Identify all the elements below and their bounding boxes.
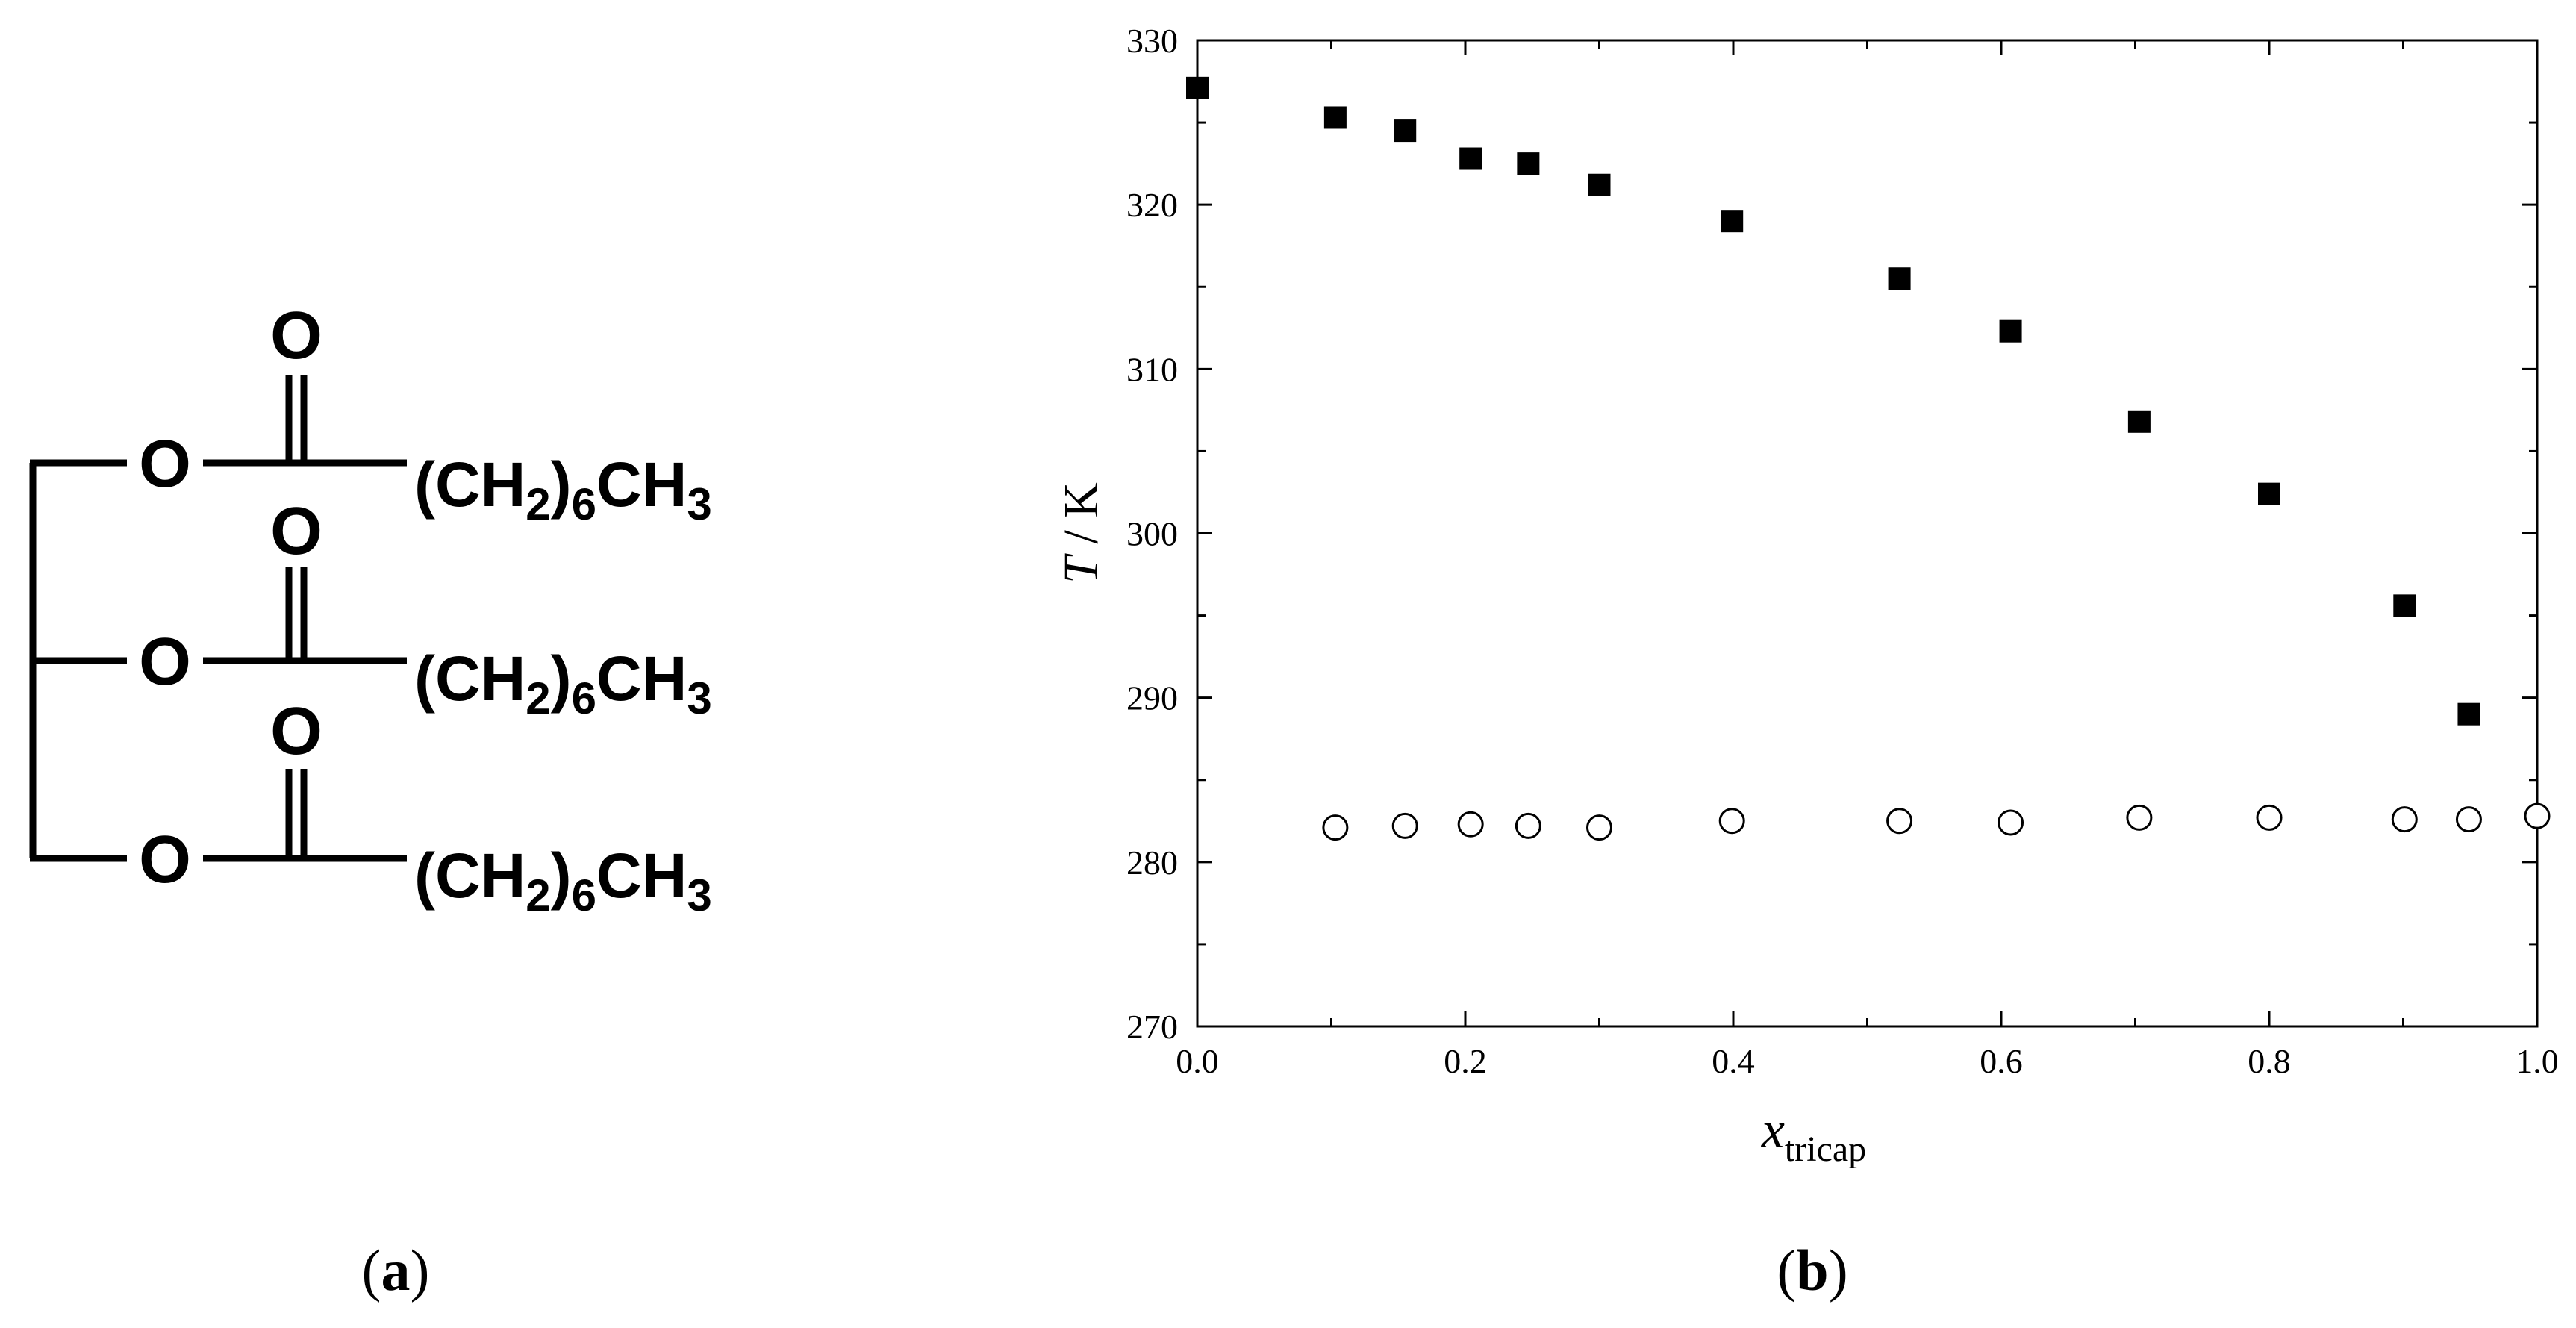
y-tick-label: 320 [1126, 186, 1178, 224]
plot-frame [1196, 39, 2539, 1028]
circle-point [1718, 808, 1745, 835]
structure-atoms: O O (CH2)6CH3 O O (CH2)6CH3 O O (CH2)6CH… [139, 299, 712, 920]
square-point [1721, 210, 1744, 233]
circle-point [1457, 811, 1484, 838]
alkyl-chain-2: (CH2)6CH3 [414, 643, 712, 723]
carbonyl-oxygen-1: O [270, 299, 322, 373]
axis-tick-labels: 0.0 0.2 0.4 0.6 0.8 1.0 270 280 290 300 310 320 330 [1126, 22, 2559, 1080]
square-point [1186, 76, 1209, 99]
panel-label-b: (b) [1777, 1238, 1847, 1303]
alkyl-chain-1: (CH2)6CH3 [414, 449, 712, 529]
square-point [1459, 147, 1482, 170]
ester-oxygen-3: O [139, 823, 191, 897]
alkyl-chain-3: (CH2)6CH3 [414, 841, 712, 920]
circle-point [2256, 804, 2283, 831]
x-tick-label: 0.4 [1712, 1042, 1755, 1080]
square-point [1323, 106, 1347, 129]
x-tick-label: 1.0 [2516, 1042, 2559, 1080]
axis-ticks [1196, 39, 2539, 1028]
carbonyl-oxygen-3: O [270, 694, 322, 769]
square-point [1394, 119, 1417, 143]
square-point [1588, 173, 1611, 196]
y-tick-label: 300 [1126, 515, 1178, 553]
carbonyl-oxygen-2: O [270, 494, 322, 569]
y-tick-label: 290 [1126, 679, 1178, 717]
ester-oxygen-2: O [139, 625, 191, 699]
x-axis-label: xtricap [1761, 1102, 1866, 1169]
y-tick-label: 270 [1126, 1008, 1178, 1046]
circle-point [1586, 814, 1612, 841]
square-point [2258, 482, 2280, 505]
x-tick-label: 0.6 [1980, 1042, 2023, 1080]
square-point [1517, 152, 1540, 175]
x-tick-label: 0.2 [1444, 1042, 1487, 1080]
x-tick-label: 0.0 [1176, 1042, 1219, 1080]
circle-point [1322, 814, 1349, 841]
y-tick-label: 310 [1126, 350, 1178, 388]
circle-point [2455, 806, 2482, 833]
y-axis-label: T / K [1054, 482, 1108, 584]
circle-point [2126, 804, 2153, 831]
circle-point [1515, 812, 1541, 839]
panel-label-a: (a) [362, 1238, 430, 1303]
circle-point [1886, 808, 1913, 835]
circle-point [1998, 809, 2024, 836]
square-point [2127, 410, 2151, 433]
circle-point [1391, 812, 1418, 839]
y-tick-label: 330 [1126, 22, 1178, 60]
y-tick-label: 280 [1126, 844, 1178, 882]
square-point [1999, 319, 2022, 343]
circle-point [2391, 806, 2418, 833]
square-point [2457, 702, 2480, 726]
structure-diagram [29, 375, 407, 862]
square-point [1888, 267, 1911, 290]
circle-point [2524, 802, 2551, 829]
ester-oxygen-1: O [139, 427, 191, 502]
x-tick-label: 0.8 [2248, 1042, 2291, 1080]
data-marks [1186, 76, 2551, 841]
scatter-chart: 0.0 0.2 0.4 0.6 0.8 1.0270280290300310320330 … [1054, 22, 2559, 1169]
square-point [2393, 594, 2416, 617]
